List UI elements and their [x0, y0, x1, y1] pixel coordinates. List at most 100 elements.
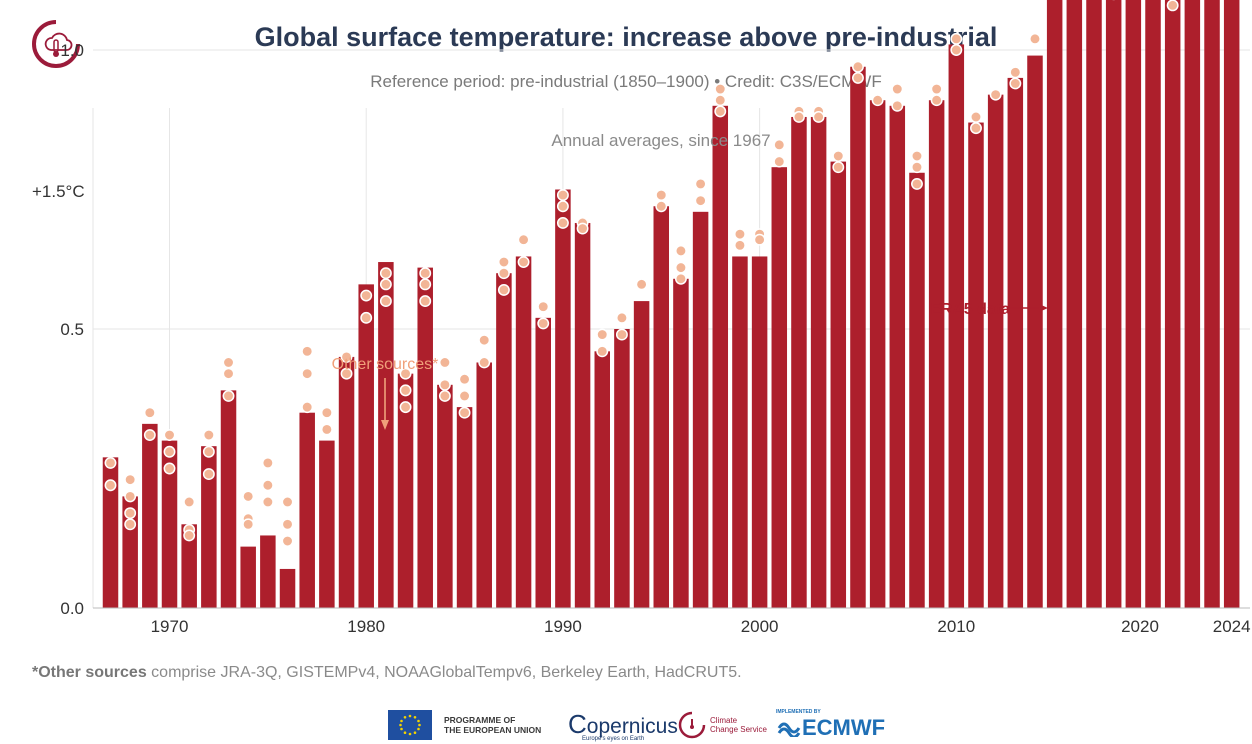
- era5-bar-1981: [378, 262, 394, 608]
- era5-bar-1989: [535, 317, 551, 608]
- era5-bar-2016: [1066, 0, 1083, 608]
- other-source-dot: [891, 99, 904, 112]
- other-source-dot: [438, 356, 451, 369]
- y-tick-label: 1.0: [60, 41, 84, 60]
- other-source-dot: [261, 479, 274, 492]
- other-source-dot: [261, 496, 274, 508]
- other-source-dot: [399, 367, 412, 380]
- x-tick-label: 2010: [937, 617, 975, 636]
- other-source-dot: [832, 150, 845, 162]
- other-source-dot: [1166, 0, 1179, 12]
- threshold-label: +1.5°C: [32, 182, 85, 201]
- era5-bar-1975: [260, 535, 276, 608]
- ecmwf-text: ECMWF: [802, 715, 886, 740]
- c3s-line1: Climate: [710, 716, 738, 725]
- chart-title: Global surface temperature: increase abo…: [254, 22, 998, 52]
- era5-bar-1997: [692, 211, 709, 608]
- copernicus-logo: Copernicus Europe's eyes on Earth: [568, 708, 678, 742]
- other-source-dot: [714, 83, 727, 96]
- x-tick-label: 1980: [347, 617, 385, 636]
- era5-bar-2010: [948, 44, 965, 609]
- x-tick-label: 1990: [544, 617, 582, 636]
- other-source-dot: [124, 490, 137, 503]
- other-source-dot: [891, 83, 904, 96]
- other-source-dot: [143, 406, 156, 419]
- other-source-dot: [970, 122, 982, 135]
- era5-bar-1971: [181, 524, 197, 608]
- other-source-dot: [714, 105, 727, 118]
- temperature-bar-chart: 0.0 0.5 1.0 1970 1980 1990 2000 2010 2020 2024 An…: [32, 0, 1251, 636]
- other-source-dot: [419, 295, 432, 308]
- era5-bar-1986: [476, 362, 492, 608]
- other-source-dot: [438, 378, 451, 391]
- c3s-logo: Climate Change Service: [678, 708, 767, 742]
- y-tick-label: 0.5: [60, 320, 84, 339]
- era5-bar-1979: [338, 356, 355, 608]
- eu-logo: PROGRAMME OF THE EUROPEAN UNION: [388, 708, 541, 742]
- era5-bar-2020: [1145, 0, 1161, 608]
- partner-logos: PROGRAMME OF THE EUROPEAN UNION Copernic…: [388, 708, 908, 744]
- other-source-dot: [478, 356, 491, 369]
- other-source-dot: [458, 373, 471, 386]
- era5-bar-2011: [968, 122, 984, 608]
- other-source-dot: [674, 272, 687, 285]
- footnote: *Other sources comprise JRA-3Q, GISTEMPv…: [32, 664, 742, 682]
- other-source-dot: [793, 111, 805, 123]
- c3s-icon: [678, 711, 706, 739]
- era5-bar-1972: [201, 446, 217, 608]
- other-source-dot: [517, 233, 530, 246]
- other-source-dot: [497, 267, 510, 280]
- other-source-dot: [124, 507, 137, 520]
- other-source-dot: [970, 111, 982, 123]
- era5-bar-2022: [1184, 0, 1201, 609]
- footnote-bold: *Other sources: [32, 664, 147, 681]
- other-source-dot: [497, 283, 510, 296]
- era5-bar-1992: [594, 351, 610, 608]
- era5-bar-1993: [614, 329, 630, 608]
- other-source-dot: [399, 384, 412, 397]
- other-source-dot: [576, 222, 589, 235]
- era5-bar-1970: [161, 440, 178, 608]
- era5-bar-1998: [712, 105, 729, 609]
- other-source-dot: [124, 518, 137, 531]
- other-source-dot: [379, 278, 392, 291]
- other-source-dot: [242, 490, 255, 503]
- era5-bar-2005: [850, 66, 866, 609]
- other-source-dot: [930, 83, 943, 96]
- other-source-dot: [281, 496, 294, 508]
- other-source-dot: [773, 138, 786, 151]
- other-source-dot: [242, 518, 255, 531]
- era5-bar-2014: [1027, 55, 1043, 608]
- era5-bar-2003: [810, 116, 827, 609]
- other-source-dot: [360, 289, 373, 302]
- other-source-dot: [989, 88, 1002, 101]
- era5-bar-2001: [771, 167, 788, 608]
- copernicus-initial: C: [568, 708, 587, 739]
- era5-bar-1977: [299, 412, 315, 608]
- other-sources-label: Other sources*: [332, 356, 439, 373]
- y-tick-label: 0.0: [60, 599, 84, 618]
- era5-bar-1974: [240, 546, 256, 608]
- other-source-dot: [1009, 77, 1022, 90]
- ecmwf-logo: IMPLEMENTED BY ECMWF: [776, 708, 885, 742]
- other-source-dot: [222, 367, 235, 380]
- other-source-dot: [261, 456, 274, 469]
- other-source-dot: [911, 161, 923, 174]
- era5-bar-1988: [515, 256, 532, 608]
- other-source-dot: [852, 71, 864, 84]
- other-source-dot: [615, 328, 628, 341]
- era5-bar-2024: [1223, 0, 1240, 608]
- other-source-dot: [124, 473, 137, 486]
- other-source-dot: [812, 111, 825, 123]
- other-source-dot: [911, 177, 923, 190]
- era5-bar-2023: [1204, 0, 1220, 608]
- other-source-dot: [832, 161, 845, 174]
- era5-bar-2009: [928, 100, 945, 608]
- other-source-dot: [340, 367, 353, 380]
- era5-bar-2021: [1164, 0, 1181, 609]
- era5-bar-1999: [732, 256, 748, 608]
- other-source-dot: [458, 406, 471, 419]
- era5-bar-2002: [791, 116, 807, 609]
- eu-line2: THE EUROPEAN UNION: [444, 725, 542, 735]
- era5-bar-2017: [1086, 0, 1102, 609]
